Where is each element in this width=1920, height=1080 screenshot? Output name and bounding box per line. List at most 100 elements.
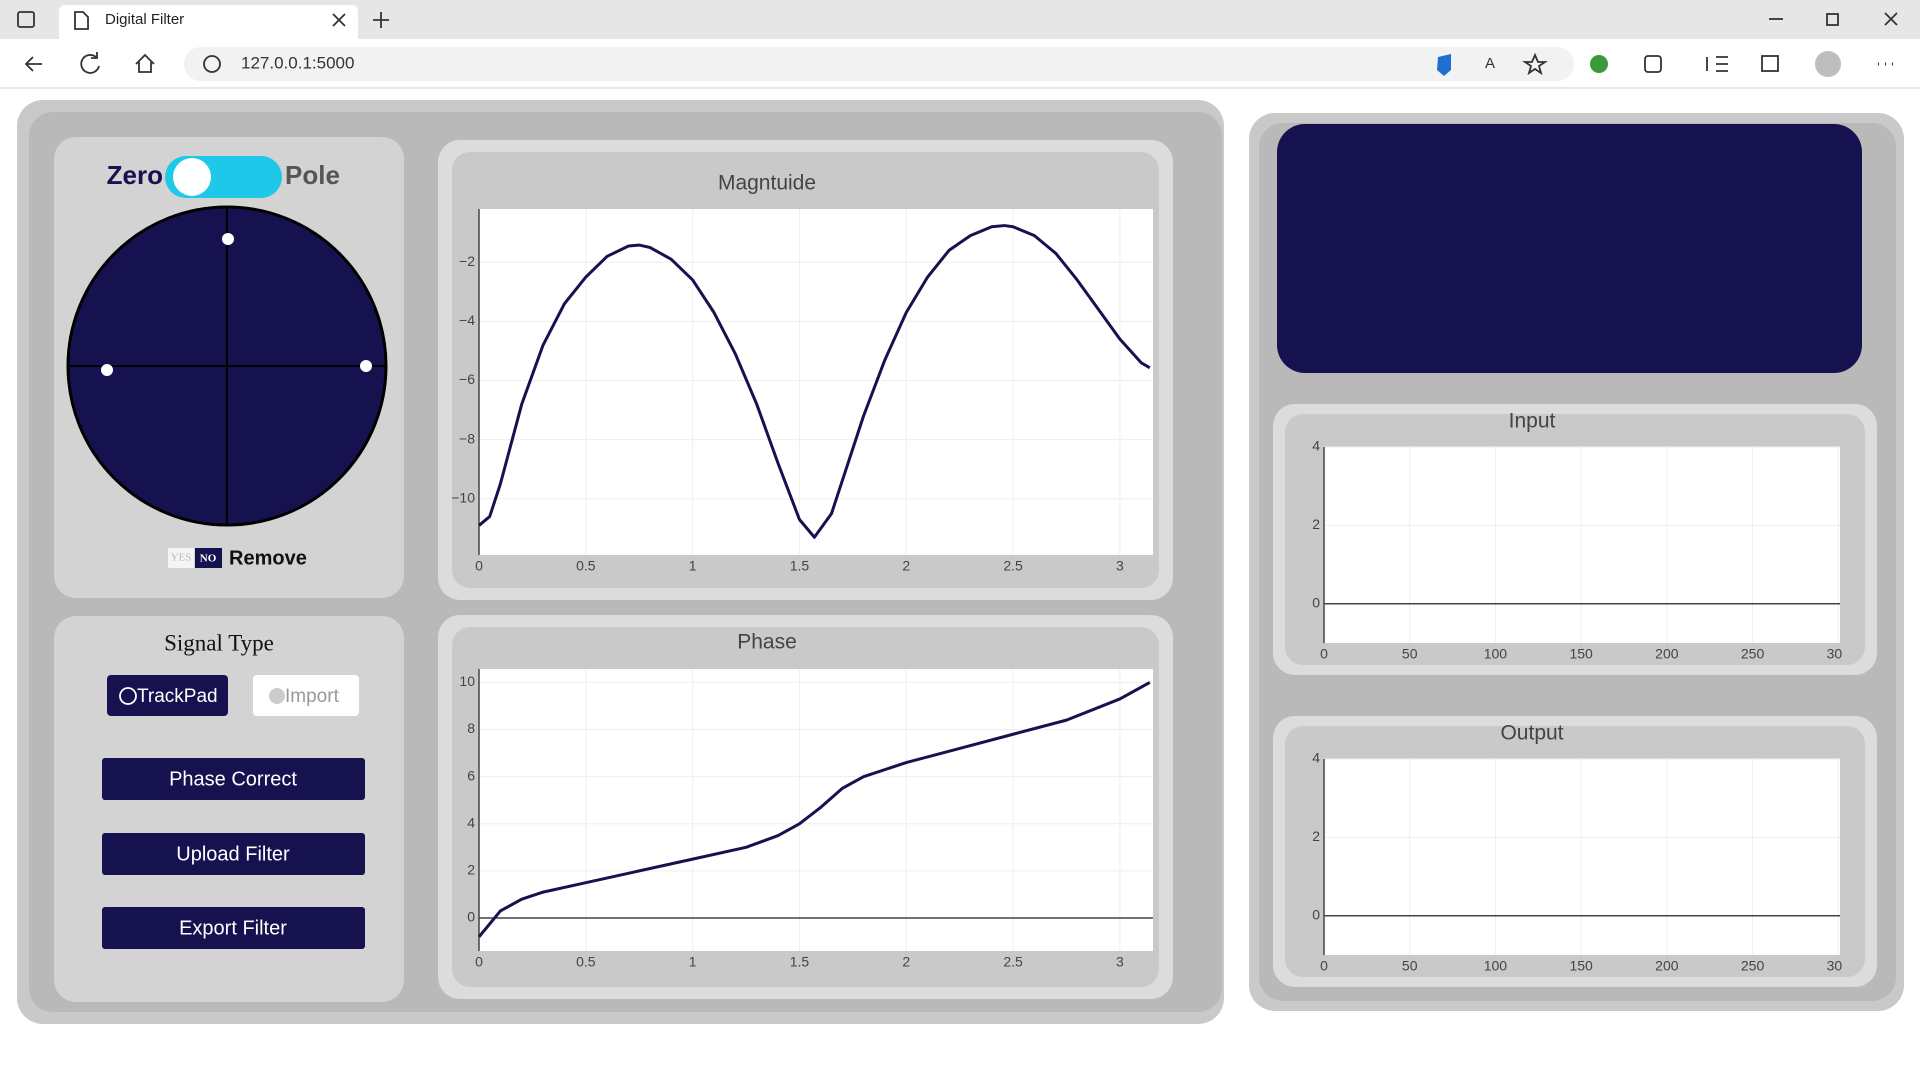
import-option[interactable] bbox=[253, 675, 359, 716]
series-line bbox=[478, 224, 1151, 539]
x-tick-label: 150 bbox=[1569, 958, 1593, 974]
y-tick-label: 0 bbox=[1312, 595, 1320, 611]
chart-title: Magntuide bbox=[718, 172, 816, 195]
button-label[interactable]: Export Filter bbox=[179, 917, 287, 939]
back[interactable] bbox=[24, 56, 42, 72]
site-info[interactable] bbox=[203, 55, 221, 73]
y-tick-label: 0 bbox=[1312, 907, 1320, 923]
chart-title: Input bbox=[1509, 410, 1556, 433]
upload-filter-button[interactable] bbox=[102, 833, 365, 875]
x-tick-label: 0.5 bbox=[576, 558, 596, 574]
x-tick-label: 0.5 bbox=[576, 954, 596, 970]
new-tab[interactable] bbox=[373, 12, 389, 28]
x-tick-label: 2 bbox=[902, 954, 910, 970]
x-tick-label: 3 bbox=[1116, 558, 1124, 574]
profile-ext-icon[interactable] bbox=[1590, 55, 1608, 73]
chart: Output 0 50 100 150 200 250 300 0 2 4 bbox=[1312, 722, 1851, 974]
zero-point[interactable] bbox=[360, 360, 372, 372]
phase-correct-button[interactable] bbox=[102, 758, 365, 800]
x-tick-label: 300 bbox=[1827, 958, 1851, 974]
tick-labels: 0 0.5 1 1.5 2 2.5 3 bbox=[475, 558, 1124, 574]
x-tick-label: 100 bbox=[1484, 958, 1508, 974]
chart: Phase 0 0.5 1 1.5 2 2.5 3 0 2 4 6 8 10 bbox=[459, 631, 1153, 970]
favorites-icon[interactable] bbox=[1706, 56, 1728, 72]
x-tick-label: 200 bbox=[1655, 646, 1679, 662]
y-tick-label: −10 bbox=[451, 490, 475, 506]
restore[interactable] bbox=[1826, 13, 1839, 26]
zero-label: Zero bbox=[107, 160, 163, 190]
chart: Input 0 50 100 150 200 250 300 0 2 4 bbox=[1312, 410, 1851, 662]
x-tick-label: 3 bbox=[1116, 954, 1124, 970]
x-tick-label: 0 bbox=[475, 954, 483, 970]
y-tick-label: 0 bbox=[467, 909, 475, 925]
button-label[interactable]: Phase Correct bbox=[169, 768, 297, 790]
x-tick-label: 50 bbox=[1402, 958, 1418, 974]
y-tick-label: 2 bbox=[467, 862, 475, 878]
remove-switch-on: YES bbox=[171, 552, 192, 564]
y-tick-label: −2 bbox=[459, 253, 475, 269]
chart-title: Output bbox=[1500, 722, 1563, 745]
zero-point[interactable] bbox=[222, 233, 234, 245]
x-tick-label: 0 bbox=[1320, 958, 1328, 974]
tab-actions-icon[interactable] bbox=[17, 11, 35, 28]
x-tick-label: 0 bbox=[475, 558, 483, 574]
tick-labels: 0 50 100 150 200 250 300 bbox=[1320, 958, 1851, 974]
y-tick-label: 2 bbox=[1312, 516, 1320, 532]
pole-label: Pole bbox=[285, 160, 340, 190]
home[interactable] bbox=[135, 53, 155, 73]
collections-icon[interactable] bbox=[1761, 55, 1779, 72]
remove-switch-no[interactable] bbox=[195, 548, 222, 568]
y-tick-label: 4 bbox=[1312, 750, 1320, 766]
y-tick-label: 4 bbox=[467, 814, 475, 830]
x-tick-label: 1.5 bbox=[790, 954, 810, 970]
export-filter-button[interactable] bbox=[102, 907, 365, 949]
trackpad-area[interactable] bbox=[1277, 124, 1862, 373]
x-tick-label: 2.5 bbox=[1003, 558, 1023, 574]
remove-switch-yes[interactable] bbox=[168, 548, 194, 568]
radio[interactable] bbox=[269, 688, 285, 704]
favorite-icon[interactable] bbox=[1522, 52, 1548, 76]
x-tick-label: 200 bbox=[1655, 958, 1679, 974]
zero-point[interactable] bbox=[101, 364, 113, 376]
remove-label: Remove bbox=[229, 547, 307, 569]
profile[interactable] bbox=[1815, 51, 1841, 77]
url[interactable]: 127.0.0.1:5000 bbox=[241, 53, 354, 72]
y-tick-label: −4 bbox=[459, 312, 475, 328]
plot-area bbox=[479, 209, 1153, 555]
tick-labels: 0 50 100 150 200 250 300 bbox=[1320, 646, 1851, 662]
extension-icon[interactable] bbox=[1437, 54, 1451, 76]
x-tick-label: 300 bbox=[1827, 646, 1851, 662]
x-tick-label: 1.5 bbox=[790, 558, 810, 574]
x-tick-label: 2.5 bbox=[1003, 954, 1023, 970]
reload[interactable] bbox=[80, 52, 100, 74]
x-tick-label: 150 bbox=[1569, 646, 1593, 662]
x-tick-label: 1 bbox=[689, 954, 697, 970]
button-label[interactable]: Upload Filter bbox=[176, 843, 290, 865]
y-tick-label: 2 bbox=[1312, 828, 1320, 844]
y-tick-label: 4 bbox=[1312, 438, 1320, 454]
remove-switch-off: NO bbox=[200, 553, 217, 565]
y-tick-label: 6 bbox=[467, 767, 475, 783]
series-line bbox=[477, 681, 1151, 938]
trackpad-label: TrackPad bbox=[137, 686, 218, 707]
y-tick-label: −6 bbox=[459, 371, 475, 387]
tab-close[interactable] bbox=[332, 13, 346, 27]
tab[interactable] bbox=[59, 5, 358, 39]
y-tick-label: 8 bbox=[467, 720, 475, 736]
x-tick-label: 250 bbox=[1741, 958, 1765, 974]
y-tick-label: 10 bbox=[459, 673, 475, 689]
read-aloud-icon[interactable]: A bbox=[1485, 55, 1495, 72]
close-window[interactable] bbox=[1884, 12, 1898, 26]
x-tick-label: 50 bbox=[1402, 646, 1418, 662]
radio[interactable] bbox=[119, 687, 137, 705]
tab-title: Digital Filter bbox=[105, 11, 184, 28]
extensions-icon[interactable] bbox=[1644, 55, 1662, 73]
address-bar[interactable] bbox=[184, 47, 1574, 81]
trackpad-option[interactable] bbox=[107, 675, 228, 716]
tab-page-icon bbox=[74, 11, 89, 30]
chart-title: Phase bbox=[737, 631, 797, 654]
tick-labels: 0 0.5 1 1.5 2 2.5 3 bbox=[475, 954, 1124, 970]
plot-area bbox=[1324, 447, 1840, 643]
x-tick-label: 250 bbox=[1741, 646, 1765, 662]
